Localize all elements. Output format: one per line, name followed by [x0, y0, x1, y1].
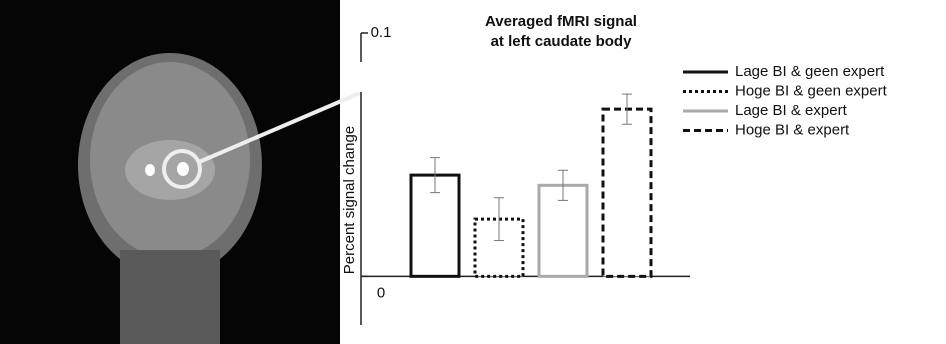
mri-neck: [120, 250, 220, 344]
figure: Averaged fMRI signal at left caudate bod…: [0, 0, 946, 344]
legend-label: Hoge BI & expert: [735, 121, 850, 138]
page: Averaged fMRI signal at left caudate bod…: [0, 0, 946, 344]
legend-label: Lage BI & expert: [735, 102, 848, 119]
chart-title: Averaged fMRI signal: [485, 13, 637, 30]
legend-label: Hoge BI & geen expert: [735, 82, 888, 99]
mri-blob: [177, 162, 189, 176]
y-axis-label: Percent signal change: [341, 126, 358, 274]
legend-label: Lage BI & geen expert: [735, 63, 885, 80]
y-tick-label: 0: [377, 284, 385, 301]
mri-blob: [145, 164, 155, 176]
bar: [603, 109, 651, 276]
chart-title: at left caudate body: [491, 33, 633, 50]
mri-image: [0, 0, 360, 344]
y-tick-label: 0.1: [371, 24, 392, 41]
